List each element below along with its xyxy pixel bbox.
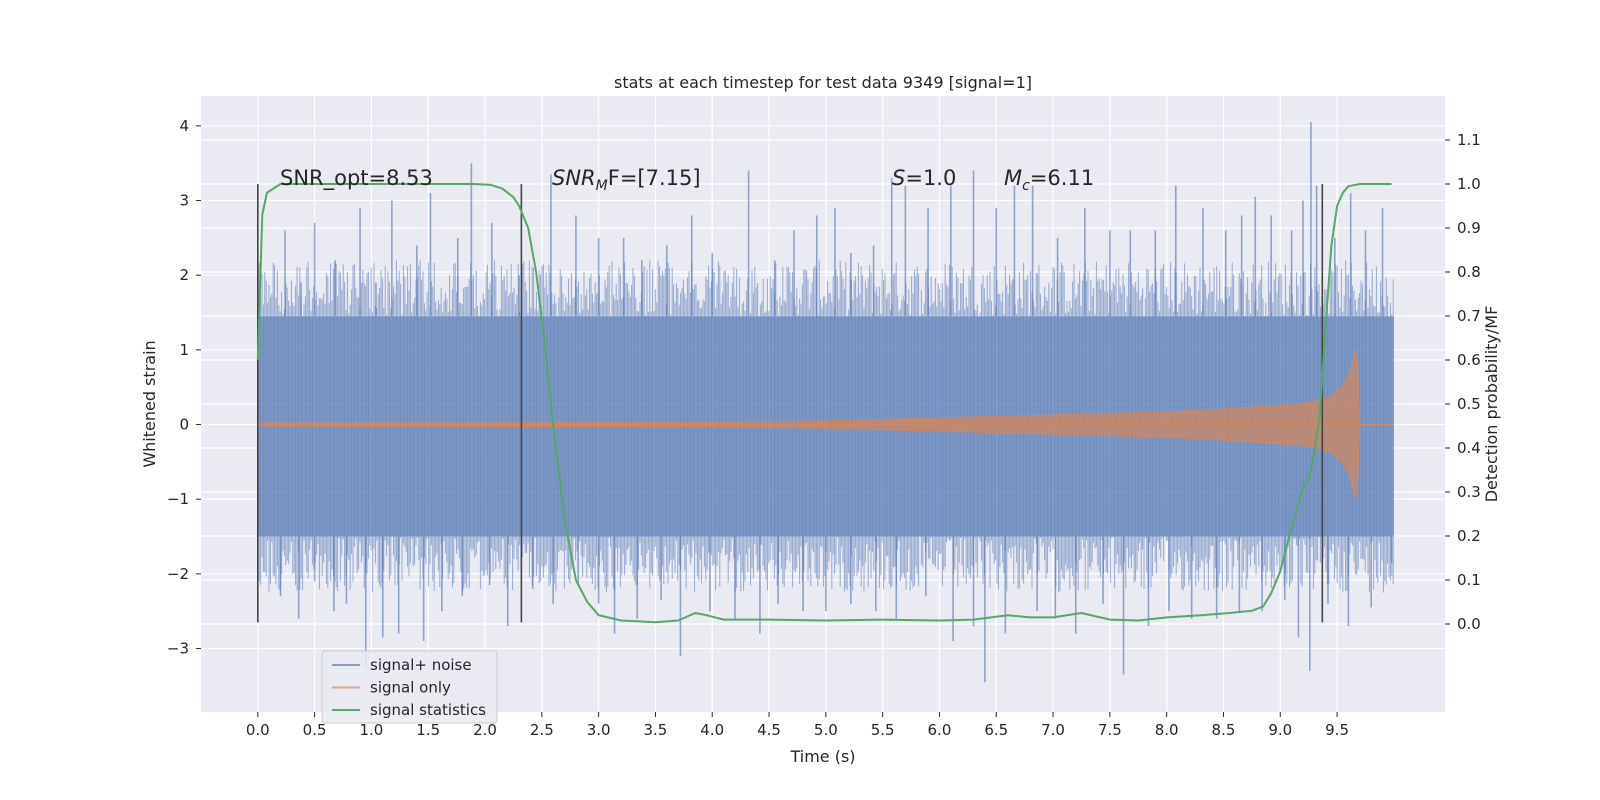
x-tick-label: 3.5 [643,721,667,739]
annotations: SNR_opt=8.53 SNRMF=[7.15] S=1.0 Mc=6.11 [280,166,1094,194]
annotation-mc-val: Mc=6.11 [1004,166,1094,194]
y-tick-label: −2 [167,565,189,583]
x-tick-label: 6.0 [928,721,952,739]
x-tick-label: 4.5 [757,721,781,739]
y-tick-label: 2 [179,266,189,284]
legend: signal+ noise signal only signal statistic… [321,650,498,724]
legend-label: signal statistics [370,701,486,719]
y2-tick-label: 0.8 [1457,263,1481,281]
y2-tick-label: 0.2 [1457,527,1481,545]
legend-box [321,650,498,724]
annotation-snr-opt: SNR_opt=8.53 [280,166,433,191]
y2-tick-label: 0.5 [1457,395,1481,413]
x-tick-label: 4.0 [700,721,724,739]
y2-axis-label: Detection probability/MF [1482,306,1501,503]
x-axis-label: Time (s) [789,747,855,766]
y-tick-label: −3 [167,640,189,658]
y-tick-label: 1 [179,341,189,359]
x-tick-label: 2.5 [530,721,554,739]
series-signal-only [257,349,1394,500]
legend-label: signal only [370,679,451,697]
y2-tick-label: 0.4 [1457,439,1481,457]
vertical-markers [257,184,1324,623]
x-tick-label: 9.5 [1325,721,1349,739]
y2-tick-label: 0.1 [1457,571,1481,589]
y-tick-label: 3 [179,192,189,210]
statistics-line [256,183,1392,624]
y2-tick-label: 0.3 [1457,483,1481,501]
y2-tick-label: 0.9 [1457,219,1481,237]
annotation-snr-mf: SNRMF=[7.15] [552,166,701,194]
x-tick-label: 6.5 [984,721,1008,739]
x-tick-label: 7.5 [1098,721,1122,739]
x-tick-label: 5.5 [871,721,895,739]
legend-label: signal+ noise [370,656,472,674]
annotation-s-val: S=1.0 [892,166,956,190]
x-tick-label: 0.5 [303,721,327,739]
y2-tick-label: 0.0 [1457,615,1481,633]
x-tick-label: 7.0 [1041,721,1065,739]
x-tick-label: 2.0 [473,721,497,739]
y-tick-label: 0 [179,416,189,434]
y-tick-label: 4 [179,117,189,135]
y-tick-label: −1 [167,490,189,508]
chart-title: stats at each timestep for test data 934… [614,73,1032,92]
x-tick-label: 0.0 [246,721,270,739]
axis-ticks: 0.0 0.5 1.0 1.5 2.0 2.5 3.0 3.5 4.0 4.5 5.0 5.5 6.0 6… [167,117,1481,739]
y2-tick-label: 0.6 [1457,351,1481,369]
x-tick-label: 1.0 [359,721,383,739]
y2-tick-label: 1.1 [1457,131,1481,149]
x-tick-label: 3.0 [587,721,611,739]
series-signal-statistics [256,183,1392,624]
x-tick-label: 1.5 [416,721,440,739]
y-axis-label: Whitened strain [140,340,159,467]
x-tick-label: 8.5 [1212,721,1236,739]
x-tick-label: 8.0 [1155,721,1179,739]
x-tick-label: 5.0 [814,721,838,739]
x-tick-label: 9.0 [1268,721,1292,739]
y2-tick-label: 1.0 [1457,175,1481,193]
y2-tick-label: 0.7 [1457,307,1481,325]
